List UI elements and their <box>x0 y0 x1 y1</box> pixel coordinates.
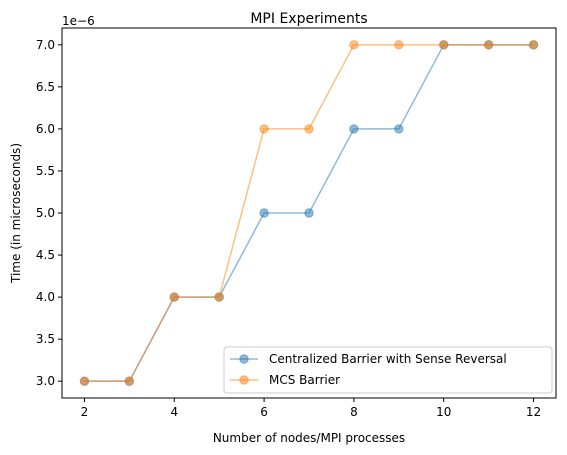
series-1 <box>79 40 539 386</box>
x-axis-label: Number of nodes/MPI processes <box>213 431 405 445</box>
data-point <box>259 208 269 218</box>
y-axis: 3.0 3.5 4.0 4.5 5.0 5.5 6.0 6.5 7.0 <box>36 38 62 388</box>
legend-label: Centralized Barrier with Sense Reversal <box>269 352 507 366</box>
y-tick-label: 4.5 <box>36 248 55 262</box>
legend-box <box>223 346 553 394</box>
series-2 <box>79 40 539 386</box>
data-point <box>394 124 404 134</box>
x-tick-label: 6 <box>260 405 268 419</box>
plot-series <box>79 40 539 386</box>
data-point <box>349 124 359 134</box>
x-tick-label: 4 <box>170 405 178 419</box>
data-point <box>169 292 179 302</box>
data-point <box>124 376 135 386</box>
data-point <box>79 376 90 386</box>
data-point <box>528 40 539 50</box>
y-tick-label: 4.0 <box>36 290 55 304</box>
data-point <box>304 208 314 218</box>
y-offset-label: 1e−6 <box>62 14 95 28</box>
legend-marker <box>239 375 249 385</box>
x-tick-label: 2 <box>81 405 89 419</box>
data-point <box>349 40 359 50</box>
y-tick-label: 6.0 <box>36 122 55 136</box>
data-point <box>304 124 314 134</box>
x-axis: 2 4 6 8 10 12 <box>81 398 541 419</box>
data-point <box>483 40 494 50</box>
x-tick-label: 12 <box>526 405 541 419</box>
y-tick-label: 7.0 <box>36 38 55 52</box>
legend: Centralized Barrier with Sense Reversal M… <box>223 346 553 394</box>
legend-label: MCS Barrier <box>269 373 340 387</box>
x-tick-label: 10 <box>436 405 451 419</box>
y-tick-label: 5.0 <box>36 206 55 220</box>
data-point <box>439 40 449 50</box>
y-tick-label: 5.5 <box>36 164 55 178</box>
data-point <box>259 124 269 134</box>
legend-marker <box>239 354 249 364</box>
y-tick-label: 3.5 <box>36 332 55 346</box>
y-tick-label: 6.5 <box>36 80 55 94</box>
x-tick-label: 8 <box>350 405 358 419</box>
y-axis-label: Time (in microseconds) <box>9 143 23 284</box>
y-tick-label: 3.0 <box>36 374 55 388</box>
data-point <box>214 292 224 302</box>
data-point <box>394 40 404 50</box>
chart-title: MPI Experiments <box>250 11 367 27</box>
